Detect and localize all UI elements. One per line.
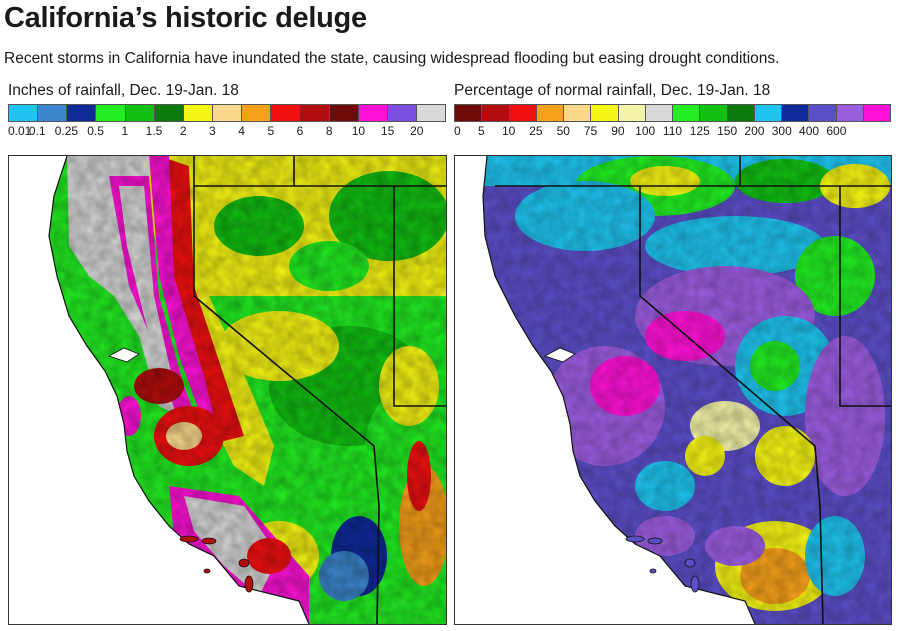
rainfall-legend-tick-label: 0.01 bbox=[8, 124, 32, 138]
rainfall-legend-swatch bbox=[67, 105, 97, 121]
percent-legend-swatch bbox=[836, 105, 864, 121]
rainfall-legend-tick-label: 0.25 bbox=[54, 124, 79, 138]
percent-legend-title: Percentage of normal rainfall, Dec. 19-J… bbox=[454, 82, 771, 99]
percent-legend-tick-label: 110 bbox=[662, 124, 683, 138]
percent-legend-tick-label: 600 bbox=[826, 124, 847, 138]
percent-legend-tick-label: 125 bbox=[689, 124, 710, 138]
percent-legend-swatch bbox=[455, 105, 483, 121]
percent-legend-swatch bbox=[809, 105, 837, 121]
percent-legend-tick-label: 25 bbox=[529, 124, 543, 138]
rainfall-legend-tick-label: 6 bbox=[296, 124, 304, 138]
percent-legend-swatch bbox=[536, 105, 564, 121]
percent-legend-swatch bbox=[863, 105, 890, 121]
rainfall-map-graphic bbox=[48, 156, 446, 624]
rainfall-legend-swatch bbox=[125, 105, 155, 121]
percent-legend-tick-label: 90 bbox=[611, 124, 625, 138]
percent-normal-map bbox=[454, 155, 892, 625]
rainfall-legend-tick-label: 8 bbox=[325, 124, 333, 138]
rainfall-legend-ticks: 0.01 0.1 0.25 0.5 1 1.5 2 3 4 5 6 8 10 15 20 bbox=[8, 124, 446, 140]
rainfall-legend-swatch bbox=[38, 105, 68, 121]
percent-legend-swatch bbox=[754, 105, 782, 121]
rainfall-legend-tick-label: 3 bbox=[209, 124, 216, 138]
percent-legend-ticks: 0 5 10 25 50 75 90 100 110 125 150 200 300 400 600 bbox=[454, 124, 891, 140]
rainfall-legend-swatch bbox=[154, 105, 184, 121]
page-title: California’s historic deluge bbox=[4, 2, 367, 34]
rainfall-legend-tick-label: 2 bbox=[179, 124, 187, 138]
rainfall-legend-swatch bbox=[300, 105, 330, 121]
rainfall-legend-tick-label: 15 bbox=[380, 124, 395, 138]
rainfall-legend-swatch bbox=[183, 105, 213, 121]
percent-legend-tick-label: 150 bbox=[717, 124, 738, 138]
rainfall-legend-tick-label: 4 bbox=[238, 124, 245, 138]
percent-legend-tick-label: 0 bbox=[454, 124, 461, 138]
percent-legend-tick-label: 50 bbox=[556, 124, 570, 138]
rainfall-legend-tick-label: 0.5 bbox=[87, 124, 104, 138]
rainfall-legend-swatch bbox=[358, 105, 388, 121]
percent-legend-swatch bbox=[509, 105, 537, 121]
percent-legend-tick-label: 100 bbox=[635, 124, 656, 138]
rainfall-legend-tick-label: 0.1 bbox=[28, 124, 46, 138]
percent-legend-swatch bbox=[564, 105, 592, 121]
percent-legend-swatch bbox=[482, 105, 510, 121]
rainfall-legend-tick-label: 20 bbox=[410, 124, 424, 138]
rainfall-legend-swatch bbox=[416, 105, 446, 121]
rainfall-legend-swatch bbox=[212, 105, 243, 121]
percent-legend-tick-label: 200 bbox=[744, 124, 765, 138]
percent-color-legend bbox=[454, 104, 891, 122]
percent-legend-swatch bbox=[591, 105, 619, 121]
rainfall-legend-tick-label: 10 bbox=[351, 124, 366, 138]
percent-legend-tick-label: 400 bbox=[799, 124, 820, 138]
rainfall-legend-swatch bbox=[96, 105, 126, 121]
rainfall-legend-tick-label: 1.5 bbox=[145, 124, 163, 138]
percent-legend-swatch bbox=[618, 105, 646, 121]
rainfall-legend-swatch bbox=[9, 105, 39, 121]
rainfall-legend-swatch bbox=[329, 105, 359, 121]
rainfall-legend-tick-label: 1 bbox=[121, 124, 129, 138]
percent-legend-tick-label: 300 bbox=[771, 124, 792, 138]
percent-legend-tick-label: 10 bbox=[501, 124, 516, 138]
percent-legend-tick-label: 75 bbox=[583, 124, 598, 138]
percent-normal-map-graphic bbox=[482, 156, 891, 624]
percent-legend-tick-label: 5 bbox=[477, 124, 485, 138]
percent-legend-swatch bbox=[700, 105, 728, 121]
rainfall-legend-swatch bbox=[271, 105, 301, 121]
rainfall-legend-title: Inches of rainfall, Dec. 19-Jan. 18 bbox=[8, 82, 239, 99]
percent-legend-swatch bbox=[782, 105, 810, 121]
percent-legend-swatch bbox=[727, 105, 755, 121]
page-subtitle: Recent storms in California have inundat… bbox=[4, 50, 780, 67]
rainfall-color-legend bbox=[8, 104, 446, 122]
rainfall-legend-swatch bbox=[242, 105, 272, 121]
rainfall-legend-swatch bbox=[387, 105, 417, 121]
percent-legend-swatch bbox=[673, 105, 701, 121]
percent-legend-swatch bbox=[645, 105, 673, 121]
rainfall-legend-tick-label: 5 bbox=[267, 124, 275, 138]
rainfall-map bbox=[8, 155, 447, 625]
